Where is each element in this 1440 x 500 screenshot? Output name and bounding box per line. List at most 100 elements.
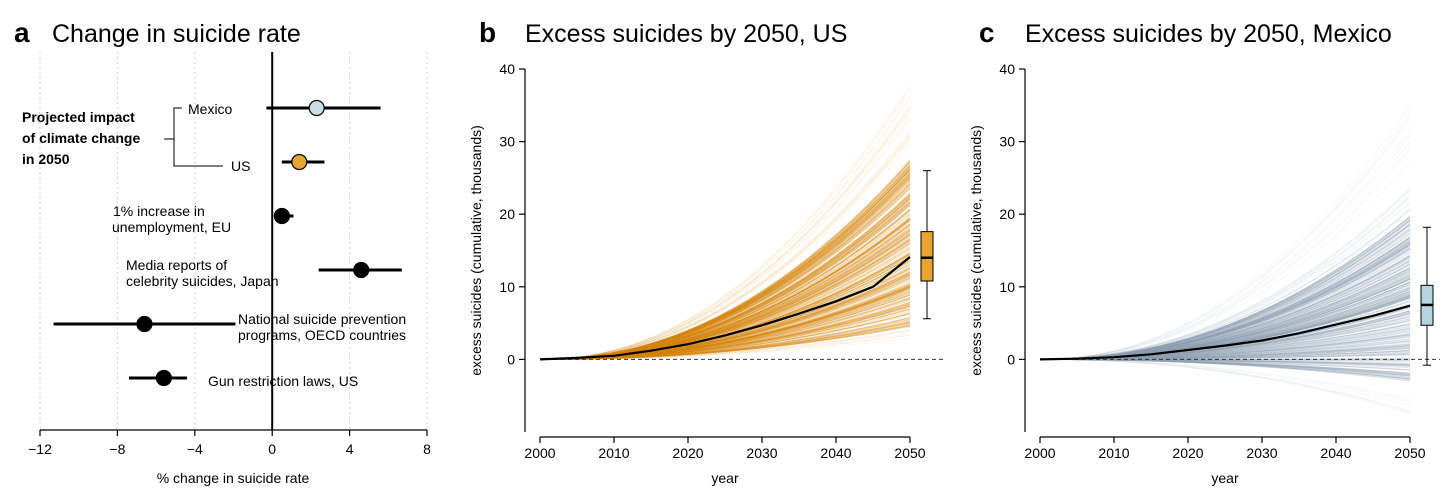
ensemble-trace [539, 111, 911, 360]
ensemble-trace [1040, 352, 1411, 360]
ensemble-trace [539, 175, 911, 360]
ensemble-trace [539, 135, 911, 360]
ensemble-trace [1039, 237, 1411, 360]
ensemble-trace [1039, 228, 1411, 360]
ensemble-trace [540, 324, 911, 360]
ensemble-trace [1040, 358, 1411, 374]
ensemble-trace [539, 285, 911, 360]
ensemble-trace [1039, 141, 1411, 360]
ensemble-trace [1040, 347, 1411, 360]
ensemble-trace [1040, 339, 1411, 360]
ensemble-trace [1040, 358, 1411, 376]
ensemble-trace [540, 324, 911, 360]
ensemble-trace [539, 165, 911, 360]
ensemble-trace [1040, 358, 1411, 364]
ensemble-trace [539, 131, 911, 360]
ensemble-trace [1040, 353, 1411, 360]
ensemble-trace [1039, 358, 1411, 406]
ensemble-trace [1039, 208, 1411, 360]
ensemble-trace [1040, 358, 1411, 402]
x-tick-label: −12 [28, 441, 52, 457]
ensemble-trace [1039, 217, 1411, 360]
ensemble-trace [539, 303, 911, 360]
ensemble-trace [1040, 345, 1411, 360]
ensemble-trace [1039, 222, 1411, 360]
ensemble-trace [539, 287, 911, 360]
ensemble-trace [1039, 192, 1411, 360]
ensemble-trace [539, 185, 911, 360]
panel-title: Change in suicide rate [52, 20, 301, 48]
ensemble-trace [539, 119, 911, 360]
x-tick-label: 2010 [1098, 445, 1129, 461]
ensemble-trace [539, 183, 911, 360]
ensemble-trace [539, 168, 911, 360]
ensemble-trace [539, 286, 911, 360]
ensemble-trace [1040, 340, 1411, 360]
ensemble-trace [1039, 223, 1411, 360]
ensemble-trace [539, 161, 911, 360]
ensemble-trace [1039, 130, 1411, 360]
ensemble-trace [539, 302, 911, 360]
ensemble-trace [539, 312, 911, 360]
panel-title: Excess suicides by 2050, US [525, 20, 847, 48]
row-label-us: US [231, 158, 250, 174]
ensemble-trace [1040, 345, 1411, 360]
ensemble-trace [1040, 338, 1411, 360]
ensemble-trace [539, 166, 911, 360]
row-label: programs, OECD countries [238, 327, 406, 343]
ensemble-trace [539, 284, 911, 360]
x-tick-label: 0 [268, 441, 276, 457]
panel-letter: b [479, 17, 496, 48]
ensemble-trace [1040, 358, 1411, 400]
ensemble-trace [539, 184, 911, 360]
x-tick-label: 2030 [1246, 445, 1277, 461]
x-tick-label: 2000 [1024, 445, 1055, 461]
ensemble-trace [539, 172, 911, 360]
ensemble-trace [539, 283, 911, 360]
x-tick-label: 2040 [1320, 445, 1351, 461]
ensemble-trace [1040, 335, 1411, 360]
ensemble-trace [1040, 343, 1411, 360]
ensemble-trace [539, 287, 911, 360]
ensemble-trace [539, 298, 911, 360]
ensemble-trace [1039, 196, 1411, 360]
ensemble-trace [539, 286, 911, 360]
ensemble-trace [1040, 358, 1411, 375]
ensemble-trace [539, 169, 911, 360]
panel-letter: c [979, 17, 995, 48]
ensemble-trace [539, 89, 911, 360]
ensemble-trace [1040, 346, 1411, 360]
ensemble-trace [1039, 209, 1411, 360]
ensemble-trace [1039, 230, 1411, 360]
ensemble-trace [540, 330, 911, 360]
ensemble-trace [539, 306, 911, 360]
ensemble-trace [539, 286, 911, 360]
ensemble-trace [1039, 226, 1411, 360]
estimate-point [136, 315, 153, 333]
ensemble-trace [539, 286, 911, 360]
ensemble-trace [1040, 358, 1411, 375]
ensemble-trace [539, 97, 911, 360]
row-label: Media reports of [126, 257, 227, 273]
ensemble-trace [1039, 219, 1411, 360]
ensemble-trace [539, 296, 911, 360]
ensemble-trace [1040, 358, 1411, 363]
ensemble-trace [539, 178, 911, 360]
y-tick-label: 30 [999, 134, 1015, 150]
ensemble-trace [1039, 233, 1411, 360]
ensemble-trace [540, 317, 911, 360]
ensemble-trace [539, 186, 911, 360]
ensemble-trace [539, 310, 911, 360]
ensemble-trace [1039, 219, 1411, 360]
ensemble-trace [539, 161, 911, 360]
ensemble-trace [1040, 348, 1411, 360]
ensemble-trace [539, 285, 911, 360]
ensemble-trace [540, 330, 911, 360]
ensemble-trace [539, 135, 911, 360]
ensemble-trace [539, 308, 911, 360]
ensemble-trace [539, 309, 911, 360]
ensemble-trace [539, 143, 911, 360]
ensemble-trace [540, 318, 911, 360]
ensemble-trace [539, 168, 911, 360]
